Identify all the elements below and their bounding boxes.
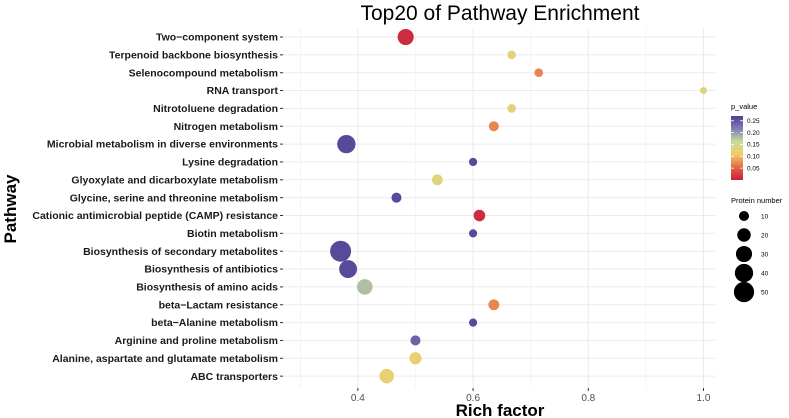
p-value-colorbar-ticks: 0.05 0.10 0.15 0.20 0.25	[731, 118, 760, 172]
pathway-point	[468, 318, 478, 327]
pathway-point	[391, 192, 402, 203]
colorbar-tick-label: 0.20	[747, 130, 760, 137]
protein-number-legend-title: Protein number	[731, 196, 783, 205]
size-legend-label: 30	[761, 251, 769, 258]
panel-background	[283, 28, 715, 388]
size-legend-label: 40	[761, 270, 769, 277]
pathway-point	[337, 134, 356, 154]
y-tick-label: Terpenoid backbone biosynthesis	[109, 49, 278, 61]
x-tick-label: 0.8	[581, 393, 595, 404]
y-tick-label: Glyoxylate and dicarboxylate metabolism	[71, 174, 278, 186]
colorbar-tick-label: 0.25	[747, 118, 760, 125]
y-tick-label: Biotin metabolism	[187, 228, 278, 240]
y-tick-label: Nitrogen metabolism	[174, 121, 278, 133]
pathway-point	[507, 50, 517, 60]
y-tick-label: Microbial metabolism in diverse environm…	[47, 139, 278, 151]
p-value-colorbar	[731, 116, 743, 180]
data-points	[330, 28, 707, 384]
y-tick-label: Arginine and proline metabolism	[115, 335, 278, 347]
colorbar-tick-label: 0.15	[747, 142, 760, 149]
size-legend-label: 20	[761, 232, 769, 239]
pathway-point	[699, 87, 707, 95]
y-tick-label: beta−Alanine metabolism	[151, 317, 278, 329]
y-axis-title: Pathway	[1, 174, 20, 244]
y-tick-label: Nitrotoluene degradation	[153, 103, 278, 115]
size-legend-circle	[733, 281, 755, 303]
size-legend-circle	[738, 210, 750, 222]
x-tick-label: 1.0	[697, 393, 711, 404]
colorbar-tick-label: 0.10	[747, 154, 760, 161]
p-value-legend: p_value 0.05 0.10 0.15 0.20 0.25	[731, 102, 760, 180]
x-axis-ticks: 0.4 0.6 0.8 1.0	[351, 388, 711, 404]
y-tick-label: Biosynthesis of secondary metabolites	[83, 246, 278, 258]
pathway-point	[468, 157, 478, 167]
y-tick-label: Biosynthesis of amino acids	[136, 282, 278, 294]
y-tick-label: ABC transporters	[190, 371, 278, 383]
y-tick-label: Lysine degradation	[182, 157, 278, 169]
pathway-point	[330, 240, 352, 262]
y-tick-label: RNA transport	[207, 85, 279, 97]
pathway-point	[431, 174, 443, 186]
y-tick-label: Biosynthesis of antibiotics	[144, 264, 278, 276]
y-tick-label: beta−Lactam resistance	[159, 299, 279, 311]
pathway-point	[356, 279, 373, 295]
size-legend-circle	[735, 245, 753, 263]
y-tick-label: Selenocompound metabolism	[129, 67, 278, 79]
pathway-point	[507, 104, 517, 113]
pathway-point	[410, 335, 421, 346]
size-legend-label: 10	[761, 213, 769, 220]
size-legend-label: 50	[761, 289, 769, 296]
x-tick-label: 0.4	[351, 393, 365, 404]
colorbar-tick-label: 0.05	[747, 165, 760, 172]
pathway-point	[339, 260, 358, 279]
y-tick-label: Alanine, aspartate and glutamate metabol…	[52, 353, 278, 365]
plot-panel	[283, 28, 715, 388]
size-legend-circle	[737, 228, 751, 242]
y-axis-category-labels: Two−component system Terpenoid backbone b…	[32, 32, 283, 383]
protein-number-legend-items: 10 20 30 40 50	[733, 210, 769, 303]
size-legend-circle	[734, 263, 754, 283]
chart-title: Top20 of Pathway Enrichment	[361, 2, 640, 25]
y-tick-label: Glycine, serine and threonine metabolism	[70, 192, 278, 204]
pathway-point	[379, 368, 394, 384]
grid-lines	[283, 28, 715, 388]
y-tick-label: Cationic antimicrobial peptide (CAMP) re…	[32, 210, 278, 222]
y-tick-label: Two−component system	[156, 32, 278, 44]
pathway-point	[397, 28, 414, 46]
x-axis-title: Rich factor	[456, 401, 545, 418]
pathway-point	[473, 209, 486, 222]
pathway-point	[488, 299, 500, 311]
p-value-legend-title: p_value	[731, 102, 757, 111]
pathway-point	[534, 68, 544, 78]
pathway-point	[488, 121, 499, 132]
pathway-point	[468, 229, 478, 238]
x-tick-label: 0.6	[466, 393, 480, 404]
pathway-point	[409, 352, 422, 365]
protein-number-legend: Protein number 10 20 30 40 50	[731, 196, 783, 303]
